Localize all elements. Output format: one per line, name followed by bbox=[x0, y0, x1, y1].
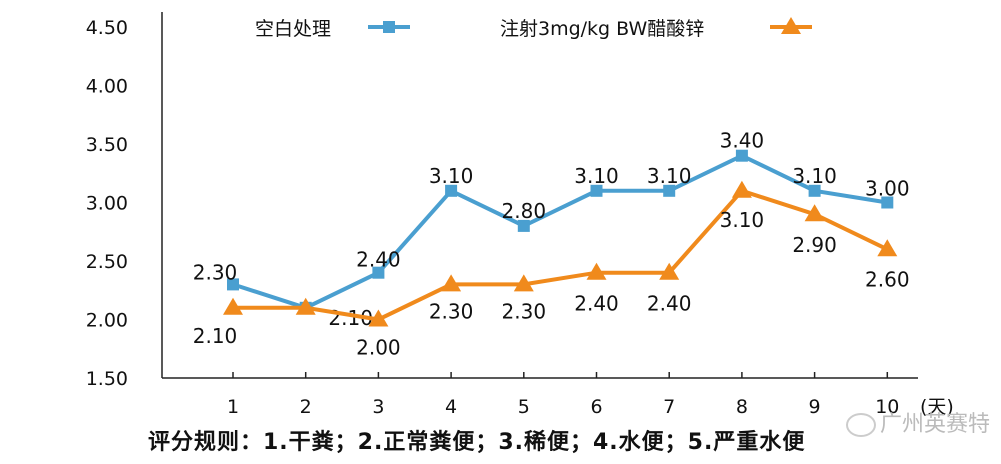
y-tick-label: 2.00 bbox=[86, 310, 128, 332]
x-tick-label: 5 bbox=[518, 396, 530, 418]
wechat-icon bbox=[846, 413, 876, 437]
y-tick-label: 4.50 bbox=[86, 17, 128, 39]
x-unit-label: (天) bbox=[920, 396, 954, 418]
data-label: 3.40 bbox=[720, 129, 765, 153]
y-tick-label: 1.50 bbox=[86, 368, 128, 390]
watermark: 广州英赛特 bbox=[846, 406, 990, 438]
data-label: 2.10 bbox=[193, 324, 238, 348]
data-point-triangle bbox=[731, 180, 752, 198]
data-label: 3.00 bbox=[865, 177, 910, 201]
data-label: 2.40 bbox=[574, 292, 619, 316]
data-label: 3.10 bbox=[720, 208, 765, 232]
data-point-square bbox=[881, 196, 894, 209]
data-label: 2.80 bbox=[502, 199, 547, 223]
series-line-0 bbox=[232, 153, 888, 310]
data-label: 3.10 bbox=[647, 164, 692, 188]
x-tick-label: 1 bbox=[227, 396, 239, 418]
y-tick-label: 4.00 bbox=[86, 76, 128, 98]
scoring-rule-note: 评分规则：1.干粪；2.正常粪便；3.稀便；4.水便；5.严重水便 bbox=[148, 430, 806, 455]
data-point-square bbox=[227, 278, 239, 291]
data-label: 2.30 bbox=[502, 299, 547, 323]
data-label: 3.10 bbox=[792, 164, 837, 188]
series-line-1 bbox=[233, 188, 889, 322]
data-label: 3.10 bbox=[574, 164, 619, 188]
data-label: 2.40 bbox=[356, 248, 401, 272]
data-point-triangle bbox=[804, 204, 825, 222]
y-tick-label: 3.50 bbox=[86, 134, 128, 156]
data-point-square bbox=[663, 184, 676, 197]
data-label: 2.60 bbox=[865, 267, 910, 291]
x-tick-label: 6 bbox=[590, 396, 602, 418]
data-label: 2.30 bbox=[193, 260, 238, 284]
data-point-square bbox=[735, 149, 748, 162]
x-tick-label: 8 bbox=[736, 396, 748, 418]
data-point-triangle bbox=[513, 274, 534, 292]
data-point-triangle bbox=[877, 239, 898, 257]
data-label: 2.90 bbox=[792, 233, 837, 257]
data-point-triangle bbox=[586, 262, 607, 280]
data-point-triangle bbox=[295, 297, 316, 315]
x-tick-label: 10 bbox=[875, 396, 899, 418]
y-tick-label: 2.50 bbox=[86, 251, 128, 273]
data-label: 3.10 bbox=[429, 164, 474, 188]
data-point-triangle bbox=[441, 274, 462, 292]
legend-label: 空白处理 bbox=[255, 18, 331, 40]
legend-marker-triangle bbox=[781, 17, 801, 34]
x-tick-label: 4 bbox=[445, 396, 457, 418]
data-label: 2.00 bbox=[356, 336, 401, 360]
x-tick-label: 9 bbox=[809, 396, 821, 418]
data-point-square bbox=[517, 219, 530, 232]
data-point-square bbox=[445, 184, 458, 197]
data-point-square bbox=[372, 266, 385, 279]
legend-label: 注射3mg/kg BW醋酸锌 bbox=[500, 18, 704, 40]
data-label: 2.40 bbox=[647, 292, 692, 316]
data-label: 2.30 bbox=[429, 299, 474, 323]
y-tick-label: 3.00 bbox=[86, 193, 128, 215]
data-point-triangle bbox=[368, 309, 389, 327]
data-point-triangle bbox=[659, 262, 680, 280]
legend-marker-square bbox=[383, 21, 395, 33]
data-point-square bbox=[808, 184, 821, 197]
x-tick-label: 7 bbox=[663, 396, 675, 418]
data-point-square bbox=[590, 184, 603, 197]
x-tick-label: 3 bbox=[372, 396, 384, 418]
data-point-triangle bbox=[223, 297, 243, 315]
x-tick-label: 2 bbox=[300, 396, 312, 418]
